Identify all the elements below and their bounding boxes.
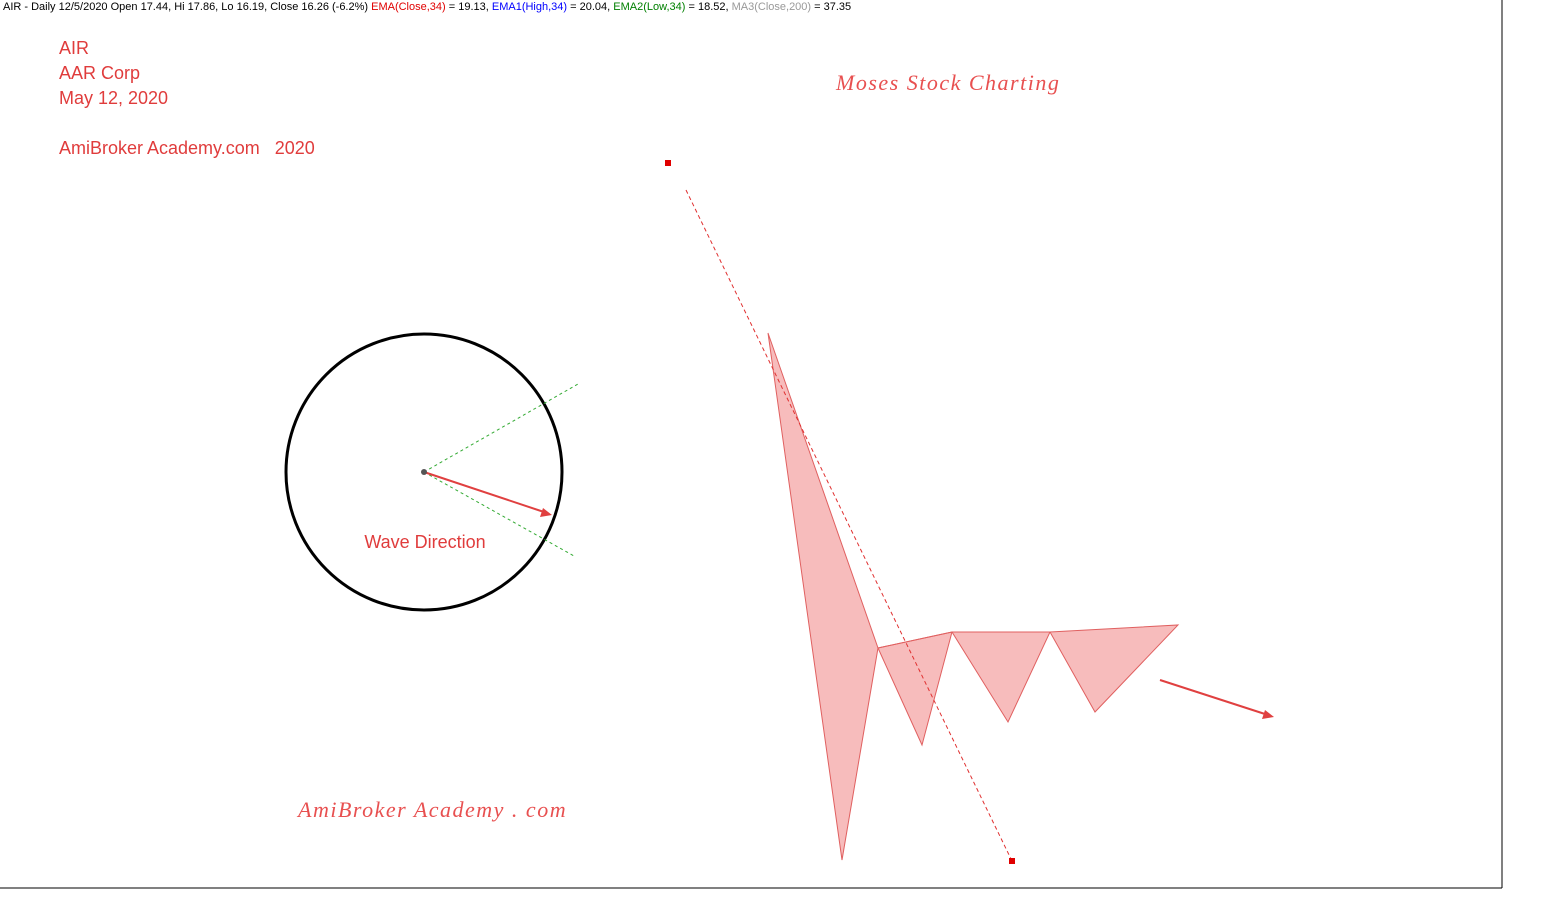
clock-guide bbox=[423, 471, 575, 557]
date: May 12, 2020 bbox=[59, 88, 168, 108]
direction-arrow bbox=[1159, 679, 1269, 716]
anchor-point bbox=[665, 160, 671, 166]
trend-line bbox=[685, 189, 1013, 862]
harmonic-pattern bbox=[665, 160, 1274, 864]
watermark: Moses Stock Charting bbox=[835, 70, 1060, 95]
pattern-line bbox=[877, 631, 1050, 649]
header-part: AIR - Daily 12/5/2020 Open 17.44, Hi 17.… bbox=[3, 1, 371, 13]
header-part: EMA(Close,34) bbox=[371, 1, 446, 13]
site: AmiBroker Academy.com 2020 bbox=[59, 138, 315, 158]
header-part: = 19.13, bbox=[446, 1, 492, 13]
header-part: = 20.04, bbox=[567, 1, 613, 13]
header-part: MA3(Close,200) bbox=[732, 1, 811, 13]
clock-label: Wave Direction bbox=[364, 532, 485, 552]
annotations: AIR - Daily 12/5/2020 Open 17.44, Hi 17.… bbox=[3, 1, 1060, 822]
anchor-point bbox=[1009, 858, 1015, 864]
header-part: = 18.52, bbox=[685, 1, 731, 13]
clock-center bbox=[421, 469, 427, 475]
pattern-fill bbox=[767, 332, 879, 861]
arrow-head bbox=[540, 508, 552, 517]
header-part: = 37.35 bbox=[811, 1, 851, 13]
chart-header: AIR - Daily 12/5/2020 Open 17.44, Hi 17.… bbox=[3, 1, 851, 13]
pattern-fill bbox=[1049, 624, 1180, 713]
axes bbox=[0, 0, 1503, 889]
ticker: AIR bbox=[59, 38, 89, 58]
clock: Wave Direction bbox=[284, 332, 579, 612]
header-part: EMA2(Low,34) bbox=[613, 1, 685, 13]
company: AAR Corp bbox=[59, 63, 140, 83]
watermark: AmiBroker Academy . com bbox=[296, 797, 567, 822]
clock-hand bbox=[423, 471, 545, 513]
arrow-head bbox=[1262, 710, 1274, 719]
header-part: EMA1(High,34) bbox=[492, 1, 567, 13]
